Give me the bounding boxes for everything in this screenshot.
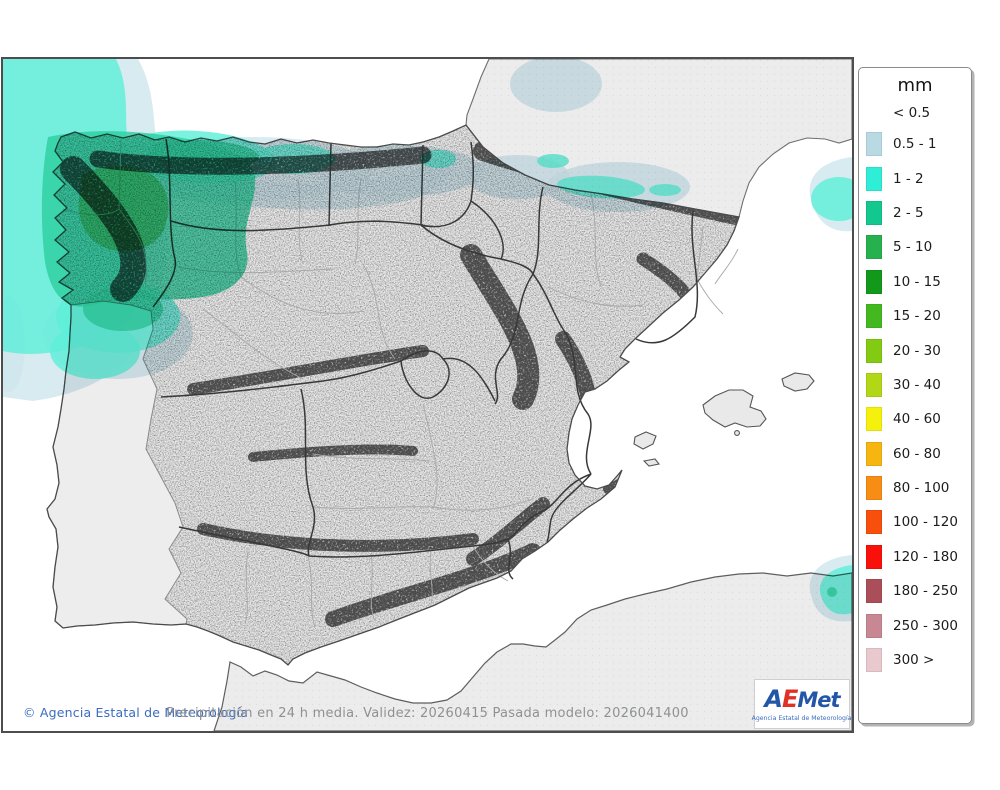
legend-range-label: 180 - 250	[893, 583, 958, 600]
legend-range-label: 5 - 10	[893, 239, 933, 256]
legend-range-label: 300 >	[893, 652, 935, 669]
legend-row: 15 - 20	[859, 299, 971, 333]
aemet-logo-caption: Agencia Estatal de Meteorología	[752, 713, 852, 722]
legend-row: 30 - 40	[859, 368, 971, 402]
legend-swatch	[866, 338, 882, 363]
legend-range-label: 30 - 40	[893, 376, 941, 393]
legend-row: 20 - 30	[859, 333, 971, 367]
aemet-logo-letter-a: A	[764, 684, 783, 713]
legend-swatch	[866, 166, 882, 191]
legend-row: 300 >	[859, 643, 971, 677]
legend-range-label: 15 - 20	[893, 308, 941, 325]
legend-row: 120 - 180	[859, 540, 971, 574]
legend-title: mm	[897, 75, 933, 96]
legend-row: 80 - 100	[859, 471, 971, 505]
legend-row: 0.5 - 1	[859, 127, 971, 161]
legend-entry-below-threshold: < 0.5	[893, 104, 931, 121]
legend-range-label: 2 - 5	[893, 204, 924, 221]
legend-range-label: 60 - 80	[893, 445, 941, 462]
legend-swatch	[866, 441, 882, 466]
legend-swatch	[866, 200, 882, 225]
legend-range-label: 80 - 100	[893, 480, 950, 497]
legend-row: 60 - 80	[859, 437, 971, 471]
legend-row: 180 - 250	[859, 574, 971, 608]
legend-swatch	[866, 613, 882, 638]
legend-row: 250 - 300	[859, 608, 971, 642]
precipitation-legend: mm < 0.5 0.5 - 1 1 - 2 2 - 5 5 - 10 10 - 15 1…	[858, 67, 972, 724]
legend-row: 1 - 2	[859, 161, 971, 195]
iberia-weather-map	[3, 59, 852, 731]
legend-row: 2 - 5	[859, 196, 971, 230]
legend-swatch	[866, 235, 882, 260]
legend-swatch	[866, 132, 882, 157]
legend-swatch	[866, 304, 882, 329]
legend-range-label: 1 - 2	[893, 170, 924, 187]
rain-area-5-10	[78, 166, 169, 252]
legend-rows: 0.5 - 1 1 - 2 2 - 5 5 - 10 10 - 15 15 - 20 20 …	[859, 127, 971, 677]
legend-range-label: 250 - 300	[893, 617, 958, 634]
legend-swatch	[866, 648, 882, 673]
legend-range-label: 10 - 15	[893, 273, 941, 290]
legend-range-label: 120 - 180	[893, 548, 958, 565]
legend-row: 10 - 15	[859, 265, 971, 299]
legend-swatch	[866, 510, 882, 535]
legend-row: 40 - 60	[859, 402, 971, 436]
legend-swatch	[866, 269, 882, 294]
balearic-islands	[633, 372, 815, 467]
aemet-logo: AEMet Agencia Estatal de Meteorología	[752, 679, 852, 729]
legend-swatch	[866, 476, 882, 501]
precipitation-overlay	[3, 59, 852, 622]
legend-range-label: 20 - 30	[893, 342, 941, 359]
legend-row: 5 - 10	[859, 230, 971, 264]
copyright-label: © Agencia Estatal de Meteorología	[23, 705, 249, 720]
coastline	[46, 124, 740, 666]
legend-swatch	[866, 544, 882, 569]
legend-range-label: 100 - 120	[893, 514, 958, 531]
aemet-logo-wordmark: AEMet	[764, 684, 840, 713]
map-frame: © Agencia Estatal de Meteorología Precip…	[1, 57, 854, 733]
legend-row: 100 - 120	[859, 505, 971, 539]
aemet-logo-letters-met: Met	[797, 687, 840, 712]
legend-swatch	[866, 579, 882, 604]
legend-swatch	[866, 372, 882, 397]
africa-landmass	[213, 572, 852, 731]
map-caption: Precipitación en 24 h media. Validez: 20…	[166, 706, 689, 721]
legend-swatch	[866, 407, 882, 432]
aemet-logo-letter-e: E	[781, 684, 798, 713]
legend-range-label: 0.5 - 1	[893, 136, 937, 153]
legend-range-label: 40 - 60	[893, 411, 941, 428]
